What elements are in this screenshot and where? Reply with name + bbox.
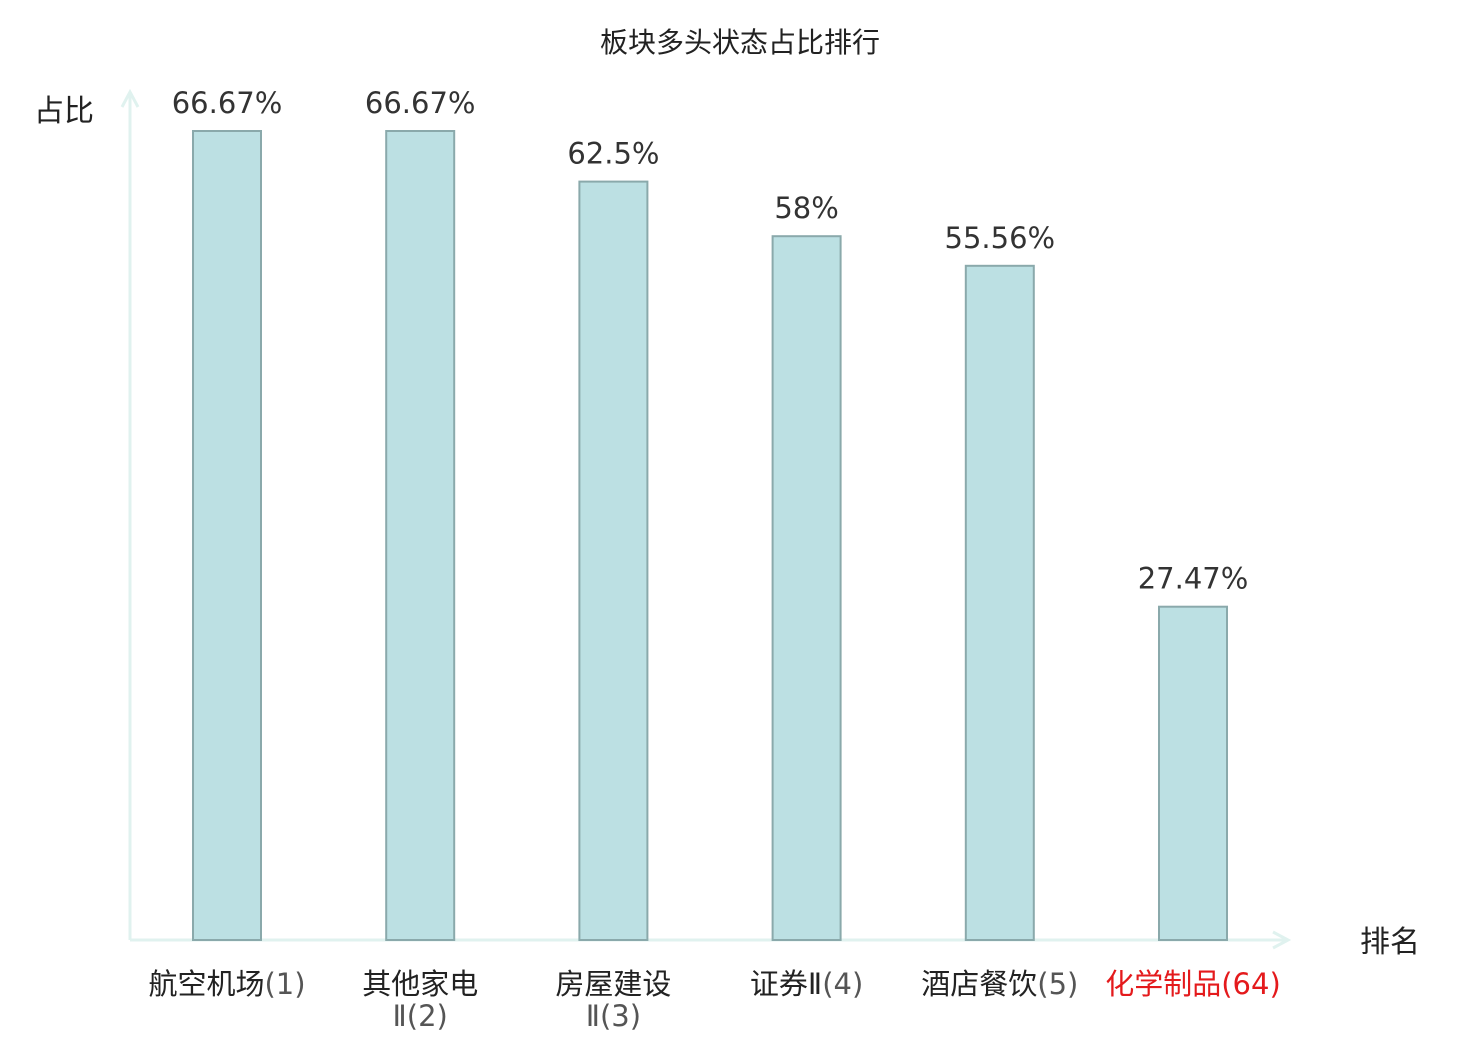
category-rank: (64) xyxy=(1221,967,1281,1001)
category-label-1: 航空机场(1) xyxy=(148,967,305,1001)
value-label-6: 27.47% xyxy=(1138,562,1249,596)
category-label-6: 化学制品(64) xyxy=(1105,967,1281,1001)
chart-title: 板块多头状态占比排行 xyxy=(600,26,880,59)
category-rank-line2: Ⅱ(3) xyxy=(586,999,641,1033)
bars-group xyxy=(192,130,1228,942)
bar-6 xyxy=(1158,605,1228,941)
value-label-4: 58% xyxy=(774,191,838,225)
value-labels-group: 66.67% 66.67% 62.5% 58% 55.56% 27.47% xyxy=(172,86,1249,596)
category-label-2: 其他家电 Ⅱ(2) xyxy=(362,967,478,1033)
value-label-5: 55.56% xyxy=(945,221,1056,255)
category-label-5: 酒店餐饮(5) xyxy=(921,967,1078,1001)
category-labels-group: 航空机场(1) 其他家电 Ⅱ(2) 房屋建设 Ⅱ(3) 证券Ⅱ(4) 酒店餐饮(5) 化学制品… xyxy=(148,967,1280,1033)
category-name: 证券Ⅱ xyxy=(750,967,822,1001)
bar-3 xyxy=(578,180,649,942)
value-label-1: 66.67% xyxy=(172,86,283,120)
x-axis-label: 排名 xyxy=(1360,925,1420,960)
category-name: 其他家电 xyxy=(362,967,478,1001)
bar-1 xyxy=(192,130,262,941)
bar-4 xyxy=(771,235,842,941)
category-name: 航空机场 xyxy=(148,967,264,1001)
y-axis-label: 占比 xyxy=(34,94,94,129)
value-label-2: 66.67% xyxy=(365,86,476,120)
category-rank: (1) xyxy=(264,967,305,1001)
category-name: 酒店餐饮 xyxy=(921,967,1037,1001)
bar-5 xyxy=(964,264,1035,941)
category-label-3: 房屋建设 Ⅱ(3) xyxy=(555,967,671,1033)
value-label-3: 62.5% xyxy=(567,137,659,171)
bar-2 xyxy=(385,130,456,941)
category-name: 房屋建设 xyxy=(555,967,671,1001)
category-rank-line2: Ⅱ(2) xyxy=(393,999,448,1033)
category-name: 化学制品 xyxy=(1105,967,1221,1001)
category-rank: (4) xyxy=(822,967,863,1001)
category-rank: (5) xyxy=(1037,967,1078,1001)
category-label-4: 证券Ⅱ(4) xyxy=(750,967,863,1001)
